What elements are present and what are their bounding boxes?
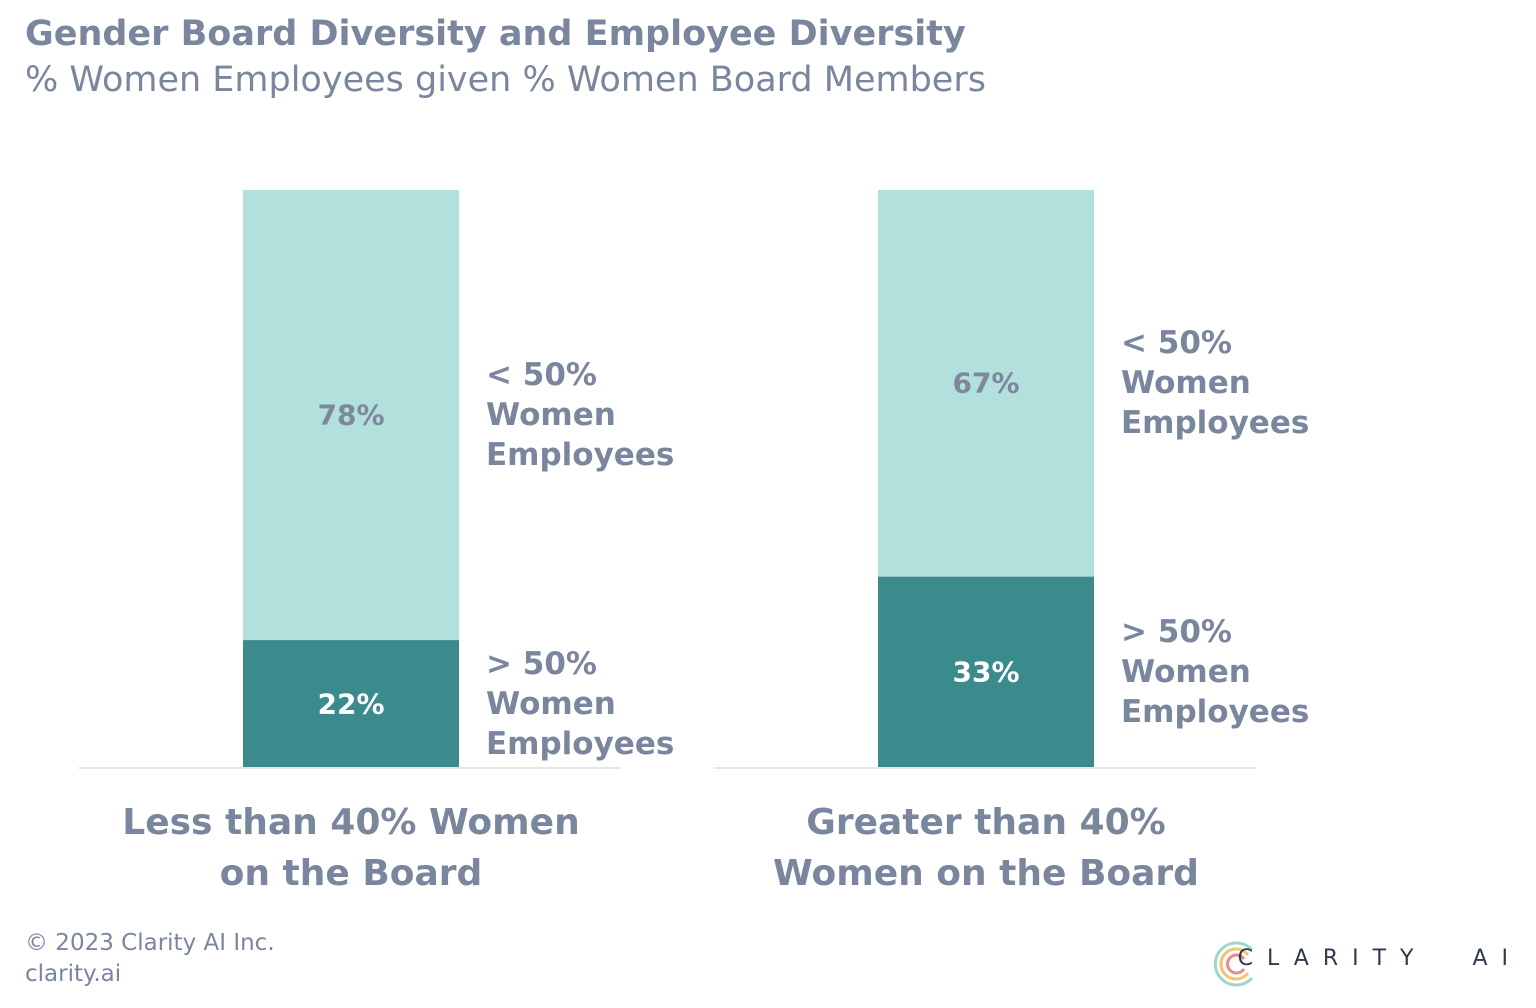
bar-segment — [878, 576, 1094, 767]
logo-icon — [1213, 941, 1254, 987]
x-tick-label: Greater than 40% Women on the Board — [773, 802, 1199, 894]
value-label: 33% — [952, 655, 1020, 689]
legend-label: < 50% Women Employees — [1121, 325, 1310, 442]
chart-title: Gender Board Diversity and Employee Dive… — [25, 14, 966, 54]
x-tick-label: Less than 40% Women on the Board — [122, 802, 580, 894]
copyright: © 2023 Clarity AI Inc. — [25, 930, 275, 956]
url: clarity.ai — [25, 961, 122, 987]
chart-subtitle: % Women Employees given % Women Board Me… — [25, 60, 986, 100]
bar-segment — [243, 640, 459, 767]
value-label: 78% — [317, 398, 385, 432]
legend-label: < 50% Women Employees — [486, 357, 675, 474]
legend-label: > 50% Women Employees — [1121, 613, 1310, 730]
bar-segment — [878, 190, 1094, 577]
legend-label: > 50% Women Employees — [486, 645, 675, 762]
logo-text: CLARITY AI — [1237, 946, 1522, 971]
value-label: 22% — [317, 687, 385, 721]
bar-segment — [243, 190, 459, 641]
value-label: 67% — [952, 366, 1020, 400]
